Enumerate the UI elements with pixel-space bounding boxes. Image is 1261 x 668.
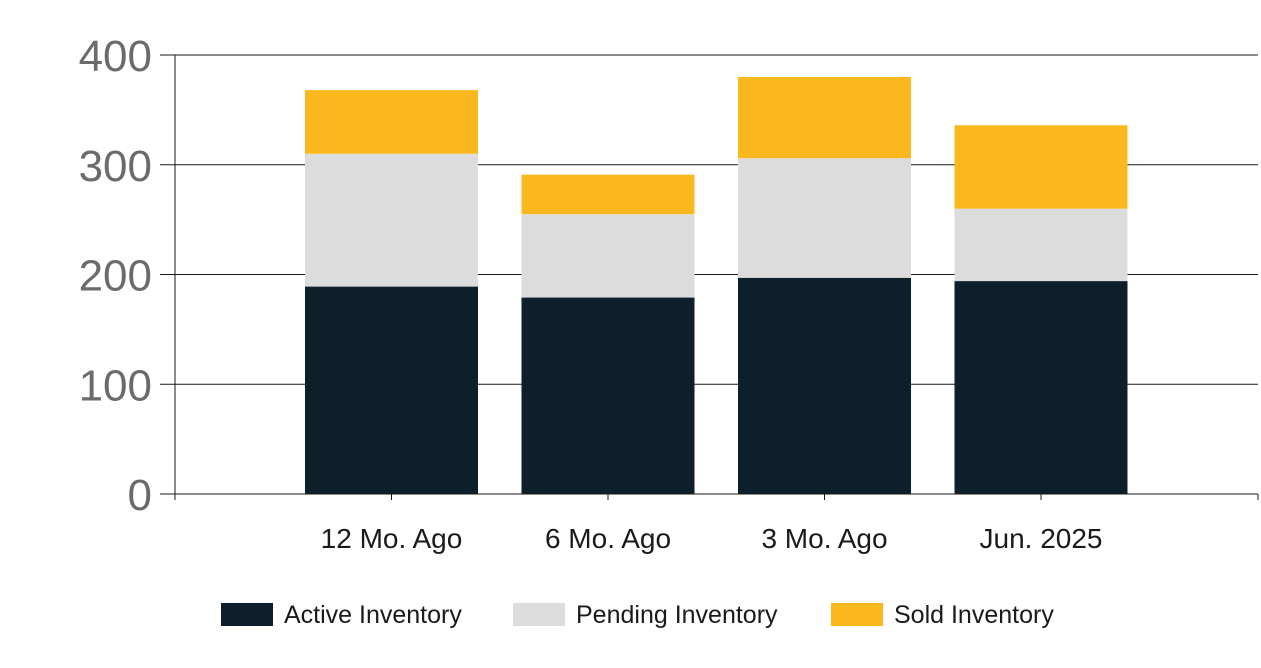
x-tick-label: 12 Mo. Ago [321,523,463,554]
y-tick-label: 200 [79,252,152,301]
y-axis-ticks: 0 100 200 300 400 [79,32,152,520]
y-tick-label: 400 [79,32,152,81]
legend-label-active-inventory: Active Inventory [284,601,462,629]
bar-sold-inventory-3 [954,125,1128,209]
legend-swatch-active-inventory [221,603,273,626]
bar-active-inventory-2 [738,277,911,494]
y-tick-label: 300 [79,142,152,191]
bar-sold-inventory-1 [521,174,695,215]
y-tick-label: 100 [79,361,152,410]
legend-swatch-sold-inventory [831,603,883,626]
bar-pending-inventory-2 [738,158,911,278]
legend-swatch-pending-inventory [513,603,565,626]
axes [160,55,1259,500]
legend: Active Inventory Pending Inventory Sold In… [221,601,1054,629]
bars [305,76,1128,494]
bar-pending-inventory-0 [305,153,478,287]
bar-pending-inventory-1 [521,214,695,298]
bar-active-inventory-1 [521,297,695,494]
legend-label-sold-inventory: Sold Inventory [894,601,1054,629]
x-tick-label: 3 Mo. Ago [761,523,887,554]
legend-label-pending-inventory: Pending Inventory [576,601,778,629]
bar-pending-inventory-3 [954,208,1128,282]
bar-sold-inventory-2 [738,76,911,159]
x-axis-ticks: 12 Mo. Ago 6 Mo. Ago 3 Mo. Ago Jun. 2025 [321,523,1103,554]
bar-active-inventory-3 [954,281,1128,494]
bar-active-inventory-0 [305,286,478,494]
x-tick-label: 6 Mo. Ago [545,523,671,554]
bar-sold-inventory-0 [305,90,478,154]
y-tick-label: 0 [128,471,152,520]
x-tick-label: Jun. 2025 [980,523,1103,554]
